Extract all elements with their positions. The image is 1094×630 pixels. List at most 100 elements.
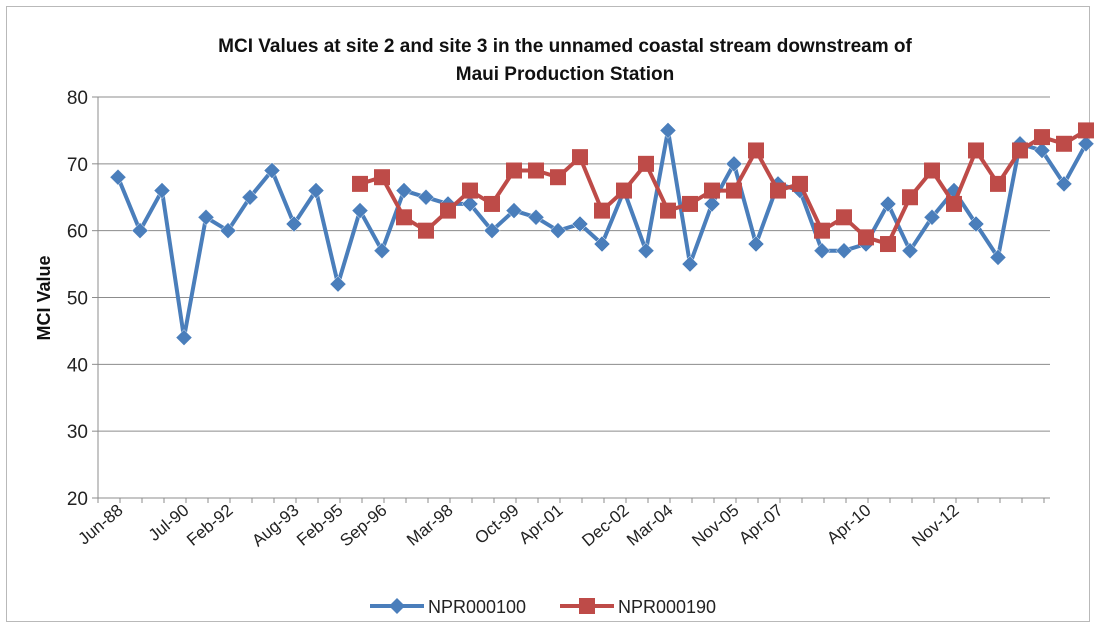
x-tick-label: Mar-98 [403,501,456,550]
data-point-diamond [131,222,149,240]
data-point-square [484,195,500,212]
data-point-square [1034,129,1050,146]
data-point-square [748,142,764,159]
x-tick-label: Feb-92 [183,501,236,550]
data-point-diamond [395,182,413,199]
data-point-diamond [637,242,655,260]
data-point-diamond [153,182,171,199]
data-point-diamond [351,202,369,219]
data-point-diamond [593,235,611,253]
data-point-diamond [967,215,985,233]
x-tick-label: Apr-01 [515,501,566,548]
data-point-square [396,209,412,226]
x-tick-label: Nov-05 [688,501,742,551]
y-axis-label: MCI Value [34,255,54,340]
x-tick-label: Apr-07 [735,501,786,548]
x-tick-label: Apr-10 [823,501,874,548]
x-tick-label: Dec-02 [578,501,632,551]
data-point-diamond [109,168,127,186]
y-tick-label: 80 [67,88,88,109]
data-point-diamond [527,208,545,226]
data-point-square [352,175,368,192]
data-point-square [1056,135,1072,152]
data-point-square [902,189,918,206]
data-point-square [660,202,676,219]
x-tick-label: Oct-99 [471,501,522,548]
chart-title-line-2: Maui Production Station [456,64,675,85]
legend-marker-square [579,598,595,614]
data-point-diamond [307,182,325,199]
data-point-square [946,195,962,212]
y-tick-label: 60 [67,222,88,243]
chart-title-line-1: MCI Values at site 2 and site 3 in the u… [218,36,912,57]
legend: NPR000100 NPR000190 [370,597,716,617]
data-point-diamond [659,122,677,139]
data-point-diamond [483,222,501,240]
data-point-square [726,182,742,199]
data-point-diamond [879,195,897,213]
gridlines [98,96,1050,432]
data-point-square [638,155,654,172]
legend-entry: NPR000100 [370,597,526,617]
y-tick-label: 70 [67,155,88,176]
data-point-square [1012,142,1028,159]
data-point-square [968,142,984,159]
data-point-diamond [197,208,215,226]
x-tick-label: Nov-12 [908,501,962,551]
data-point-square [374,169,390,186]
x-tick-label: Aug-93 [248,501,302,551]
data-point-diamond [505,202,523,219]
data-point-square [418,222,434,239]
series-layer [109,122,1094,346]
data-point-diamond [373,242,391,260]
data-point-diamond [813,242,831,260]
data-point-diamond [703,195,721,213]
series-NPR000100 [109,122,1094,346]
legend-entry: NPR000190 [560,597,716,617]
legend-label: NPR000100 [428,597,526,617]
y-tick-label: 40 [67,355,88,376]
data-point-square [528,162,544,179]
data-point-diamond [989,249,1007,266]
data-point-diamond [725,155,743,173]
data-point-diamond [241,188,259,206]
data-point-square [594,202,610,219]
data-point-square [1078,122,1094,139]
data-point-square [506,162,522,179]
data-point-diamond [1077,135,1094,153]
series-line [116,128,1088,340]
y-tick-label: 30 [67,422,88,443]
data-point-diamond [329,275,347,293]
data-point-square [924,162,940,179]
data-point-square [572,149,588,166]
x-tick-label: Sep-96 [336,501,390,551]
data-point-square [462,182,478,199]
data-point-diamond [835,242,853,260]
series-NPR000190 [352,122,1094,253]
data-point-diamond [1055,175,1073,193]
data-point-diamond [923,208,941,226]
data-point-diamond [681,255,699,273]
x-tick-label: Feb-95 [293,501,346,550]
data-point-diamond [1033,142,1051,159]
y-tick-label: 20 [67,489,88,510]
data-point-square [704,182,720,199]
data-point-diamond [263,162,281,179]
data-point-square [682,195,698,212]
data-point-diamond [571,215,589,233]
data-point-square [814,222,830,239]
data-point-diamond [549,222,567,240]
data-point-square [770,182,786,199]
data-point-diamond [747,235,765,253]
data-point-diamond [417,188,435,206]
y-tick-label: 50 [67,289,88,310]
legend-label: NPR000190 [618,597,716,617]
data-point-diamond [285,215,303,233]
data-point-diamond [901,242,919,260]
series-line [359,128,1088,246]
data-point-diamond [175,329,193,346]
x-tick-label: Mar-04 [623,501,676,550]
